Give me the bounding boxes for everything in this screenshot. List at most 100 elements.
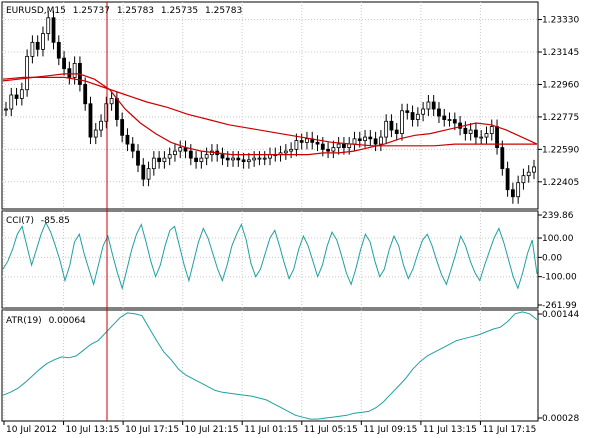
candle-body <box>99 120 103 131</box>
candle-body <box>357 138 362 141</box>
candle-body <box>315 141 320 145</box>
candle-body <box>136 150 140 166</box>
candle-body <box>93 129 98 138</box>
candle-body <box>521 175 526 184</box>
candle-body <box>283 150 288 154</box>
candle-body <box>500 147 505 170</box>
candle-body <box>241 159 246 163</box>
candle-body <box>484 133 489 138</box>
y-tick-label: 1.22405 <box>542 178 579 188</box>
candle-body <box>114 98 119 120</box>
candle-body <box>431 101 436 110</box>
candle-body <box>225 157 230 161</box>
candle-body <box>246 159 251 163</box>
price-pane-frame <box>1 1 539 210</box>
moving-average-slow <box>2 76 537 147</box>
candle-body <box>320 143 325 150</box>
candle-body <box>352 138 357 145</box>
y-tick-label: -100.00 <box>542 273 577 283</box>
candle-body <box>151 157 156 170</box>
candle-body <box>505 168 510 191</box>
candle-body <box>141 164 146 180</box>
candle-body <box>468 129 473 134</box>
candle-body <box>252 157 257 161</box>
x-tick-label: 11 Jul 13:15 <box>423 425 477 434</box>
candle-body <box>421 108 426 115</box>
candle-body <box>46 17 51 34</box>
candle-body <box>4 108 8 111</box>
candle-body <box>415 113 420 120</box>
candle-body <box>479 136 484 139</box>
y-tick-label: 1.23330 <box>542 16 579 26</box>
candle-body <box>173 150 177 156</box>
candle-body <box>83 84 88 105</box>
atr-header: ATR(19) 0.00064 <box>6 316 86 326</box>
candle-body <box>236 157 241 161</box>
y-tick-label: 1.22960 <box>542 80 579 90</box>
candle-body <box>125 134 130 145</box>
candle-body <box>199 157 204 163</box>
x-tick-label: 11 Jul 05:15 <box>304 425 358 434</box>
candle-body <box>188 150 193 159</box>
candle-body <box>294 140 299 150</box>
candle-body <box>489 126 494 134</box>
candle-body <box>19 89 24 99</box>
y-tick-label: 0.00144 <box>542 310 579 320</box>
candle-body <box>146 168 151 180</box>
candle-body <box>289 148 294 152</box>
candle-body <box>204 154 209 159</box>
candle-body <box>516 182 521 198</box>
atr-line <box>2 311 538 420</box>
candle-body <box>56 41 61 59</box>
candle-body <box>157 157 162 163</box>
candle-body <box>41 33 45 50</box>
candle-body <box>510 189 515 198</box>
candle-body <box>331 147 336 152</box>
candle-body <box>88 103 93 138</box>
candle-body <box>262 157 267 160</box>
candle-body <box>257 157 262 160</box>
x-tick-label: 11 Jul 17:15 <box>482 425 536 434</box>
x-tick-label: 11 Jul 09:15 <box>363 425 417 434</box>
y-tick-label: 100.00 <box>542 234 574 244</box>
candle-body <box>9 94 14 110</box>
candle-body <box>72 62 77 78</box>
y-tick-label: 0.00028 <box>542 414 579 424</box>
cci-line <box>2 221 538 291</box>
candle-body <box>368 136 373 140</box>
candle-body <box>130 143 135 152</box>
candle-body <box>389 120 394 131</box>
candle-body <box>14 94 19 99</box>
candle-body <box>394 129 399 134</box>
candle-body <box>463 127 468 134</box>
candle-body <box>25 55 30 91</box>
cci-pane-frame <box>1 210 539 309</box>
y-tick-label: 1.23145 <box>542 48 579 58</box>
candle-body <box>437 108 441 117</box>
candle-body <box>342 143 346 149</box>
candle-body <box>51 17 56 43</box>
candle-body <box>474 129 478 138</box>
candle-body <box>526 171 531 177</box>
candle-body <box>378 136 383 145</box>
candle-body <box>373 138 378 145</box>
x-tick-label: 10 Jul 13:15 <box>66 425 120 434</box>
candle-body <box>452 119 457 124</box>
atr-pane-frame <box>1 309 539 422</box>
y-axis-ticks: 1.23330 1.23145 1.22960 1.22775 1.22590 1.224… <box>538 16 579 424</box>
candle-body <box>299 140 304 143</box>
y-tick-label: 239.86 <box>542 211 574 221</box>
candle-body <box>231 157 235 161</box>
candle-body <box>384 120 389 138</box>
price-header: EURUSD,M15 1.25737 1.25783 1.25735 1.257… <box>6 6 242 16</box>
candle-body <box>104 103 109 122</box>
y-tick-label: 1.22775 <box>542 113 579 123</box>
candle-body <box>442 115 447 120</box>
candle-body <box>532 166 536 173</box>
x-tick-label: 11 Jul 01:15 <box>244 425 298 434</box>
cci-header: CCI(7) -85.85 <box>6 216 70 226</box>
y-tick-label: 1.22590 <box>542 145 579 155</box>
